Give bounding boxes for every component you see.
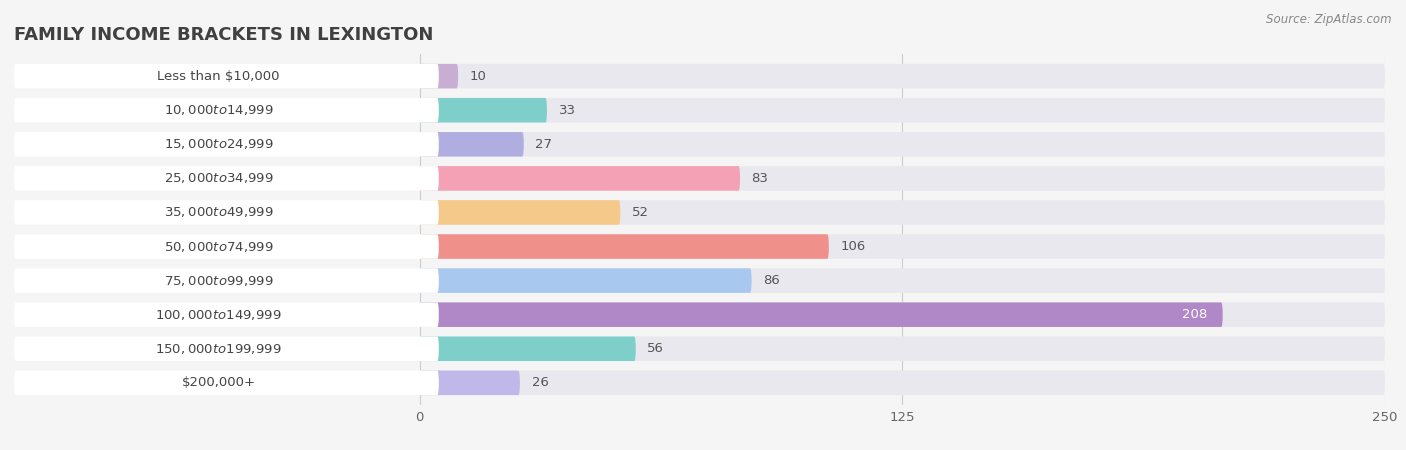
Text: 106: 106 [841,240,866,253]
FancyBboxPatch shape [14,132,439,157]
Text: $75,000 to $99,999: $75,000 to $99,999 [165,274,274,288]
FancyBboxPatch shape [419,337,1385,361]
Text: FAMILY INCOME BRACKETS IN LEXINGTON: FAMILY INCOME BRACKETS IN LEXINGTON [14,26,433,44]
Text: 26: 26 [531,376,548,389]
FancyBboxPatch shape [419,98,547,122]
FancyBboxPatch shape [419,371,1385,395]
FancyBboxPatch shape [14,166,439,191]
FancyBboxPatch shape [419,166,740,191]
FancyBboxPatch shape [14,98,439,122]
FancyBboxPatch shape [419,234,1385,259]
Text: $200,000+: $200,000+ [181,376,256,389]
FancyBboxPatch shape [419,132,1385,157]
FancyBboxPatch shape [419,98,1385,122]
Text: 52: 52 [631,206,650,219]
FancyBboxPatch shape [419,371,520,395]
FancyBboxPatch shape [419,166,1385,191]
FancyBboxPatch shape [419,64,1385,88]
FancyBboxPatch shape [419,268,752,293]
FancyBboxPatch shape [419,200,620,225]
FancyBboxPatch shape [419,337,636,361]
FancyBboxPatch shape [14,64,439,88]
Text: 10: 10 [470,70,486,83]
Text: Less than $10,000: Less than $10,000 [157,70,280,83]
Text: Source: ZipAtlas.com: Source: ZipAtlas.com [1267,14,1392,27]
Text: $100,000 to $149,999: $100,000 to $149,999 [156,308,283,322]
Text: 27: 27 [536,138,553,151]
FancyBboxPatch shape [14,234,439,259]
Text: 56: 56 [647,342,664,355]
FancyBboxPatch shape [419,200,1385,225]
FancyBboxPatch shape [419,268,1385,293]
FancyBboxPatch shape [419,64,458,88]
Text: 33: 33 [558,104,575,117]
Text: $10,000 to $14,999: $10,000 to $14,999 [165,103,274,117]
FancyBboxPatch shape [419,132,524,157]
Text: $15,000 to $24,999: $15,000 to $24,999 [165,137,274,151]
FancyBboxPatch shape [14,268,439,293]
FancyBboxPatch shape [14,302,439,327]
FancyBboxPatch shape [14,337,439,361]
FancyBboxPatch shape [419,234,830,259]
Text: 208: 208 [1182,308,1208,321]
FancyBboxPatch shape [14,371,439,395]
Text: 83: 83 [752,172,769,185]
FancyBboxPatch shape [14,200,439,225]
Text: 86: 86 [763,274,780,287]
FancyBboxPatch shape [419,302,1223,327]
Text: $35,000 to $49,999: $35,000 to $49,999 [165,206,274,220]
Text: $25,000 to $34,999: $25,000 to $34,999 [165,171,274,185]
Text: $150,000 to $199,999: $150,000 to $199,999 [156,342,283,356]
Text: $50,000 to $74,999: $50,000 to $74,999 [165,239,274,253]
FancyBboxPatch shape [419,302,1385,327]
